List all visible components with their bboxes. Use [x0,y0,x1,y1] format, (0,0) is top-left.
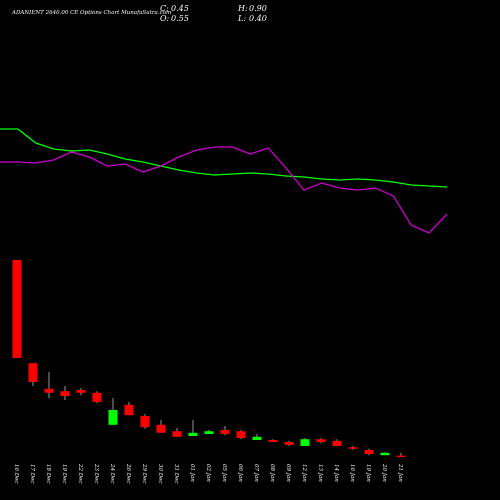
candle-body [44,388,54,393]
x-tick-label: 09 Jan [285,464,291,482]
x-tick-label: 07 Jan [253,464,259,482]
x-tick-label: 06 Jan [237,464,243,482]
summary-value: 0.90 [249,4,267,13]
x-tick-label: 17 Dec [29,464,35,484]
x-tick-label: 21 Jan [397,463,403,482]
candle-body [284,442,294,445]
x-tick-label: 02 Jan [205,464,211,482]
summary-label: C: [160,4,169,13]
summary-label: O: [160,14,170,23]
candle-body [156,424,166,433]
candle-body [300,439,310,446]
indicator-line [0,146,448,234]
candle-body [268,440,278,442]
x-tick-label: 23 Dec [93,463,99,484]
x-tick-label: 31 Dec [173,464,179,484]
candle-body [28,363,38,382]
x-tick-label: 01 Jan [189,464,195,482]
candle-body [364,450,374,454]
candle-body [172,431,182,437]
candle-body [60,391,70,396]
summary-value: 0.40 [249,14,267,23]
indicator-line [0,128,448,188]
x-tick-label: 12 Jan [301,464,307,482]
x-tick-label: 26 Dec [125,463,131,484]
candle-body [348,447,358,449]
summary-label: L: [237,14,246,23]
candle-body [76,390,86,393]
x-tick-label: 05 Jan [221,464,227,482]
candle-body [204,431,214,434]
candle-body [108,410,118,425]
x-tick-label: 20 Jan [381,463,387,482]
x-tick-label: 22 Dec [77,463,83,484]
candle-body [140,416,150,428]
x-tick-label: 08 Jan [269,464,275,482]
candle-body [92,392,102,402]
summary-value: 0.55 [171,14,189,23]
x-tick-label: 19 Dec [61,464,67,484]
candle-body [380,452,390,456]
x-tick-label: 18 Dec [45,464,51,484]
x-tick-label: 16 Dec [13,464,19,484]
summary-value: 0.45 [171,4,189,13]
x-tick-label: 19 Jan [365,464,371,482]
candle-body [396,455,406,458]
candle-body [332,440,342,446]
candle-body [316,439,326,442]
candle-body [236,431,246,438]
candle-body [252,436,262,440]
candle-body [12,260,22,358]
x-tick-label: 24 Dec [109,463,115,484]
x-tick-label: 14 Jan [333,464,339,482]
summary-label: H: [237,4,248,13]
x-tick-label: 29 Dec [141,463,147,484]
x-tick-label: 30 Dec [157,464,163,484]
candle-body [188,432,198,436]
x-tick-label: 13 Jan [317,464,323,482]
candle-body [220,430,230,434]
x-tick-label: 16 Jan [349,464,355,482]
candle-body [124,404,134,416]
chart-title: ADANIENT 2640.00 CE Options Chart Munafa… [11,10,171,16]
